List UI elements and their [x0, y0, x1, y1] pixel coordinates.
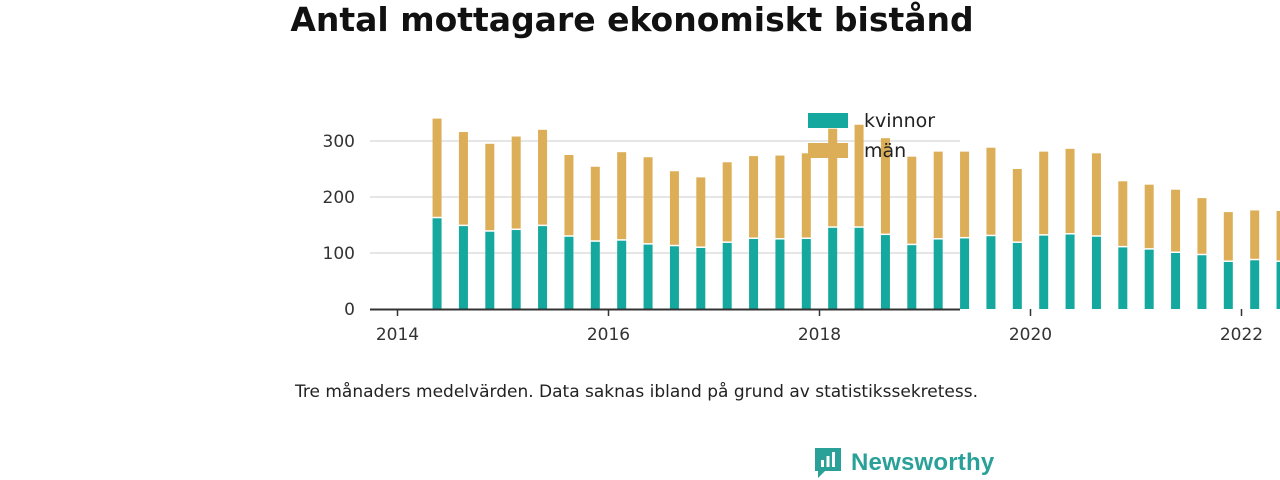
bar-man: [485, 143, 495, 231]
bar-man: [564, 155, 574, 236]
bar-man: [696, 177, 706, 247]
bar-kvinnor: [960, 238, 970, 309]
bar-man: [880, 138, 890, 234]
bar-kvinnor: [801, 239, 811, 309]
bar-kvinnor: [485, 231, 495, 309]
bar-man: [1039, 151, 1049, 235]
bar-kvinnor: [1039, 235, 1049, 309]
bar-kvinnor: [1197, 255, 1207, 309]
brand-logo[interactable]: Newsworthy: [813, 446, 994, 480]
bar-man: [828, 128, 838, 227]
legend-label: män: [864, 140, 906, 162]
x-tick-label: 2022: [1220, 325, 1263, 345]
bar-man: [986, 147, 996, 235]
bar-kvinnor: [1223, 261, 1233, 309]
bar-man: [854, 124, 864, 227]
bar-man: [432, 118, 442, 217]
bar-kvinnor: [1091, 236, 1101, 309]
bar-series: [432, 118, 1280, 309]
bar-man: [1197, 198, 1207, 254]
bar-man: [1223, 212, 1233, 261]
bar-kvinnor: [696, 247, 706, 309]
bar-man: [617, 152, 627, 240]
x-tick-label: 2020: [1009, 325, 1052, 345]
bar-kvinnor: [1065, 234, 1075, 309]
bar-kvinnor: [854, 227, 864, 309]
bar-kvinnor: [1250, 260, 1260, 309]
bar-man: [960, 151, 970, 237]
bar-kvinnor: [511, 230, 521, 309]
bar-man: [907, 156, 917, 244]
newsworthy-logo-icon: [815, 448, 841, 478]
y-tick-label: 300: [323, 132, 355, 152]
bar-kvinnor: [775, 239, 785, 309]
legend-label: kvinnor: [864, 110, 935, 132]
bar-man: [1012, 169, 1022, 242]
y-tick-label: 100: [323, 244, 355, 264]
legend-swatch: [808, 113, 848, 128]
bar-man: [722, 162, 732, 242]
bar-man: [669, 171, 679, 245]
bar-kvinnor: [1171, 253, 1181, 309]
bar-man: [749, 156, 759, 238]
bar-man: [590, 166, 600, 241]
legend-swatch: [808, 143, 848, 158]
bar-kvinnor: [1012, 242, 1022, 309]
bar-kvinnor: [564, 236, 574, 309]
bar-man: [538, 129, 548, 225]
axes: 0100200300201420162018202020222024: [323, 132, 1264, 345]
bar-man: [1250, 210, 1260, 259]
bar-man: [1144, 184, 1154, 249]
bar-man: [775, 155, 785, 239]
bar-man: [933, 151, 943, 239]
bar-kvinnor: [1276, 261, 1280, 309]
bar-man: [1118, 181, 1128, 246]
chart-title: Antal mottagare ekonomiskt bistånd: [290, 0, 974, 39]
legend: kvinnor män: [808, 110, 935, 162]
bar-kvinnor: [458, 226, 468, 309]
x-tick-label: 2016: [587, 325, 630, 345]
bar-kvinnor: [1118, 247, 1128, 309]
bar-man: [1065, 148, 1075, 234]
x-tick-label: 2014: [376, 325, 419, 345]
bar-man: [643, 157, 653, 244]
bar-kvinnor: [749, 239, 759, 309]
bar-kvinnor: [669, 246, 679, 309]
brand-name: Newsworthy: [851, 449, 995, 476]
x-tick-label: 2018: [798, 325, 841, 345]
footnote: Tre månaders medelvärden. Data saknas ib…: [295, 382, 978, 402]
bar-man: [1171, 189, 1181, 252]
bar-man: [511, 136, 521, 229]
bar-kvinnor: [432, 218, 442, 309]
y-tick-label: 0: [344, 300, 355, 320]
bar-kvinnor: [828, 227, 838, 309]
bar-kvinnor: [880, 235, 890, 309]
bar-man: [458, 132, 468, 225]
bar-man: [1091, 153, 1101, 236]
bar-kvinnor: [643, 244, 653, 309]
bar-kvinnor: [907, 245, 917, 309]
bar-kvinnor: [1144, 249, 1154, 309]
bar-man: [801, 153, 811, 238]
bar-kvinnor: [538, 226, 548, 309]
bar-kvinnor: [933, 239, 943, 309]
bar-kvinnor: [986, 236, 996, 309]
bar-kvinnor: [617, 240, 627, 309]
y-tick-label: 200: [323, 188, 355, 208]
bar-man: [1276, 211, 1280, 261]
bar-kvinnor: [590, 241, 600, 309]
bar-kvinnor: [722, 242, 732, 309]
